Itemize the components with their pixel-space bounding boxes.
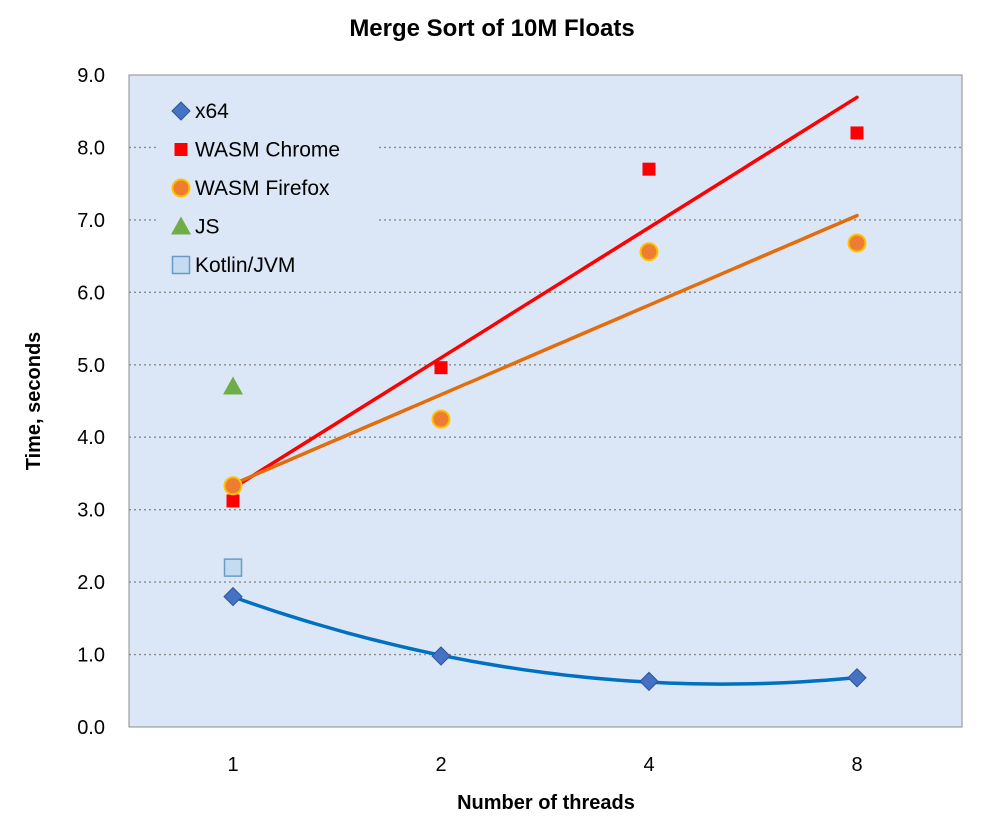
legend-marker-x64 bbox=[171, 101, 191, 121]
chart-title: Merge Sort of 10M Floats bbox=[349, 15, 634, 42]
x-axis-title: Number of threads bbox=[457, 792, 635, 814]
x-tick-label: 1 bbox=[227, 754, 238, 776]
y-tick-label: 3.0 bbox=[77, 500, 105, 522]
legend-label-wasm-chrome: WASM Chrome bbox=[195, 139, 340, 162]
trendline-wasm-chrome bbox=[231, 95, 859, 490]
trendline-x64 bbox=[231, 595, 859, 686]
point-wasm-chrome bbox=[642, 162, 656, 176]
point-wasm-firefox bbox=[223, 476, 243, 496]
y-tick-label: 1.0 bbox=[77, 645, 105, 667]
y-tick-label: 7.0 bbox=[77, 210, 105, 232]
trendline-wasm-firefox bbox=[231, 213, 859, 486]
y-tick-label: 5.0 bbox=[77, 355, 105, 377]
legend-label-kotlin-jvm: Kotlin/JVM bbox=[195, 254, 295, 277]
y-axis-title: Time, seconds bbox=[23, 332, 45, 471]
y-axis: 0.0 1.0 2.0 3.0 4.0 5.0 6.0 7.0 8.0 9.0 bbox=[77, 65, 105, 739]
legend-marker-kotlin-jvm bbox=[171, 255, 191, 275]
point-kotlin-jvm bbox=[223, 558, 243, 577]
y-tick-label: 6.0 bbox=[77, 282, 105, 304]
point-wasm-chrome bbox=[850, 126, 864, 140]
legend-background bbox=[158, 92, 376, 288]
y-tick-label: 4.0 bbox=[77, 427, 105, 449]
legend-label-x64: x64 bbox=[195, 100, 229, 123]
legend-marker-wasm-chrome bbox=[174, 143, 188, 156]
point-wasm-firefox bbox=[847, 233, 867, 253]
point-wasm-chrome bbox=[434, 361, 448, 375]
x-axis: 1 2 4 8 bbox=[227, 754, 862, 776]
y-tick-label: 9.0 bbox=[77, 65, 105, 87]
point-x64 bbox=[223, 586, 243, 607]
x-tick-label: 4 bbox=[643, 754, 654, 776]
trendlines bbox=[231, 95, 859, 686]
point-wasm-firefox bbox=[431, 409, 451, 429]
point-x64 bbox=[847, 668, 867, 688]
legend-marker-js bbox=[171, 216, 191, 235]
point-wasm-firefox bbox=[639, 242, 659, 262]
point-js bbox=[223, 376, 243, 395]
legend-label-wasm-firefox: WASM Firefox bbox=[195, 177, 330, 200]
legend-label-js: JS bbox=[195, 216, 220, 239]
x-tick-label: 8 bbox=[851, 754, 862, 776]
y-tick-label: 0.0 bbox=[77, 717, 105, 739]
legend: x64 WASM Chrome WASM Firefox JS Kotlin/JVM bbox=[158, 92, 376, 288]
point-x64 bbox=[431, 646, 451, 666]
point-wasm-chrome bbox=[226, 494, 240, 508]
x-tick-label: 2 bbox=[435, 754, 446, 776]
legend-marker-wasm-firefox bbox=[171, 178, 191, 198]
point-x64 bbox=[639, 671, 659, 692]
data-points bbox=[223, 126, 867, 692]
y-tick-label: 8.0 bbox=[77, 137, 105, 159]
y-tick-label: 2.0 bbox=[77, 572, 105, 594]
